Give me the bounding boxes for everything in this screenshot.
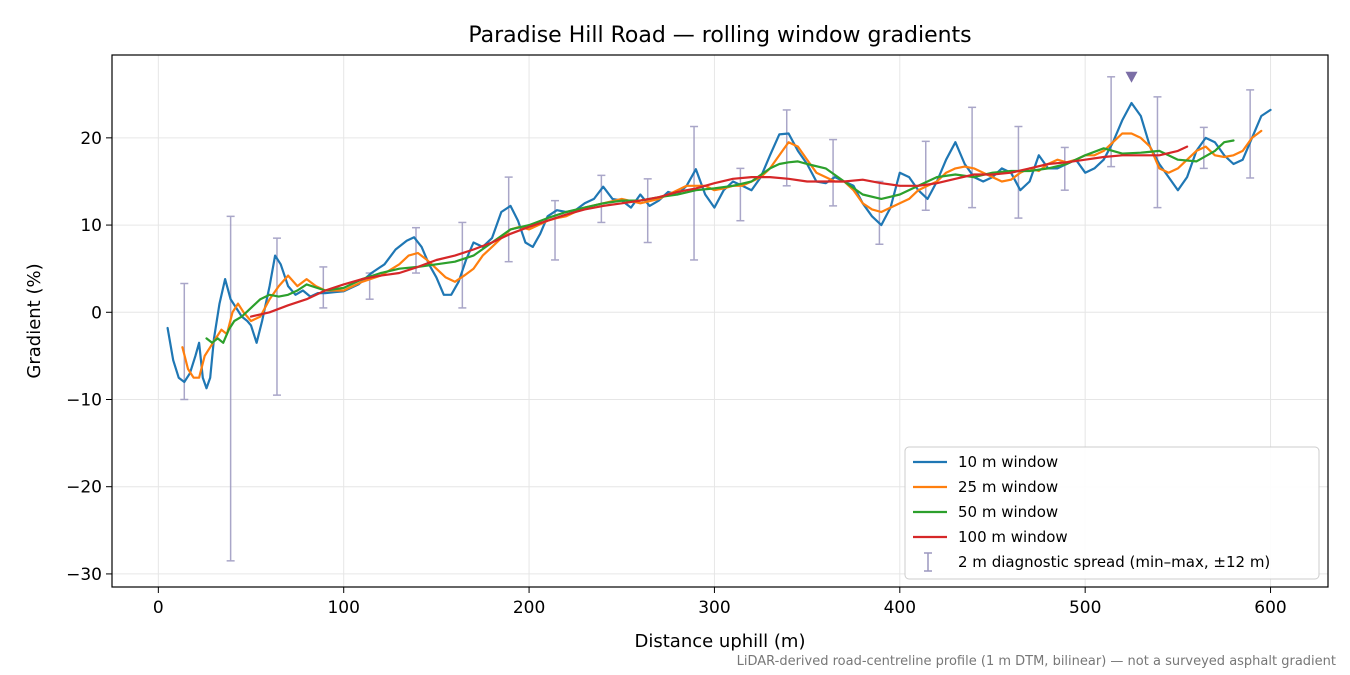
x-tick-label: 100 [327,598,359,618]
error-bar [643,178,652,244]
error-bar [968,106,977,209]
y-tick-label: −20 [66,478,102,498]
error-bar [875,180,884,246]
y-tick-label: 0 [91,303,102,323]
legend-box [904,446,1320,580]
y-tick-label: 10 [80,216,102,236]
max-marker-layer [1125,71,1138,83]
error-bar [736,167,745,222]
legend: 10 m window 25 m window 50 m window 100 m w… [904,446,1320,580]
error-bar [272,237,281,396]
legend-label: 100 m window [958,528,1068,546]
error-bar [1153,96,1162,209]
x-tick-label: 600 [1254,598,1286,618]
error-bar [690,125,699,261]
x-axis-ticks: 0 100 200 300 400 500 600 [153,587,1287,618]
error-bar [1014,125,1023,219]
legend-label: 50 m window [958,503,1058,521]
series-lines [166,101,1272,390]
x-tick-label: 500 [1069,598,1101,618]
x-tick-label: 0 [153,598,164,618]
series-line-10-m-window [166,101,1272,390]
y-tick-label: −10 [66,390,102,410]
chart-title: Paradise Hill Road — rolling window grad… [468,23,971,48]
error-bar [504,176,513,263]
error-bar [782,109,791,187]
series-line-50-m-window [205,139,1235,344]
error-bar [1246,89,1255,179]
plot-frame [111,54,1329,588]
error-bar [458,221,467,309]
error-bar [319,266,328,309]
y-axis-ticks: −30 −20 −10 0 10 20 [66,129,112,585]
error-bar [1060,146,1069,191]
error-bar [921,140,930,211]
x-tick-label: 200 [513,598,545,618]
legend-label: 25 m window [958,478,1058,496]
legend-label: 2 m diagnostic spread (min–max, ±12 m) [958,553,1270,571]
error-bar [597,174,606,224]
max-gradient-marker [1125,71,1138,83]
error-bar [1107,76,1116,168]
grid [112,55,1328,587]
footnote: LiDAR-derived road-centreline profile (1… [737,654,1336,669]
series-line-25-m-window [181,129,1263,379]
error-bar [226,215,235,562]
x-axis-label: Distance uphill (m) [635,631,806,652]
x-tick-label: 400 [884,598,916,618]
x-tick-label: 300 [698,598,730,618]
error-bar [412,226,420,274]
y-tick-label: 20 [80,129,102,149]
y-axis-label: Gradient (%) [24,263,45,378]
y-tick-label: −30 [66,565,102,585]
series-line-100-m-window [249,145,1189,318]
legend-label: 10 m window [958,453,1058,471]
